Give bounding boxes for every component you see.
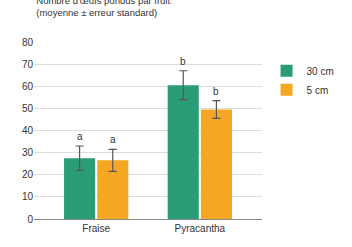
svg-text:Fraise: Fraise	[82, 223, 110, 234]
svg-text:80: 80	[22, 37, 34, 48]
svg-text:10: 10	[22, 191, 34, 202]
svg-text:30 cm: 30 cm	[307, 66, 334, 77]
svg-text:Nombre d'œufs pondus par fruit: Nombre d'œufs pondus par fruit(moyenne ±…	[36, 0, 170, 18]
svg-text:60: 60	[22, 81, 34, 92]
svg-text:40: 40	[22, 125, 34, 136]
svg-text:b: b	[180, 56, 186, 67]
svg-text:b: b	[213, 86, 219, 97]
svg-text:a: a	[77, 131, 83, 142]
svg-text:50: 50	[22, 103, 34, 114]
svg-text:30: 30	[22, 147, 34, 158]
svg-text:a: a	[110, 134, 116, 145]
svg-text:Pyracantha: Pyracantha	[175, 223, 226, 234]
svg-text:70: 70	[22, 59, 34, 70]
svg-text:0: 0	[27, 214, 33, 225]
svg-text:20: 20	[22, 169, 34, 180]
svg-text:5 cm: 5 cm	[307, 85, 329, 96]
